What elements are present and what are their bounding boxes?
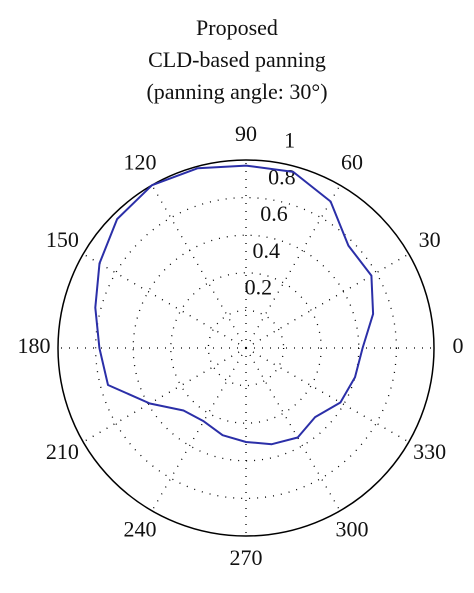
outer-circle (57, 159, 435, 537)
grid-circle (207, 309, 285, 387)
theta-tick-label: 210 (46, 439, 79, 464)
chart-title: (panning angle: 30°) (146, 79, 327, 104)
grid-spoke (82, 347, 247, 443)
r-tick-label: 0.4 (252, 238, 280, 263)
theta-tick-label: 270 (230, 545, 263, 570)
grid-spoke (82, 253, 247, 349)
theta-tick-label: 30 (419, 227, 441, 252)
grid-spoke (151, 184, 247, 349)
theta-tick-label: 60 (341, 149, 363, 174)
grid-circle (170, 272, 322, 424)
theta-tick-label: 240 (124, 517, 157, 542)
r-tick-label: 1 (284, 128, 295, 153)
theta-tick-label: 120 (124, 149, 157, 174)
r-tick-label: 0.2 (245, 275, 273, 300)
chart-title: Proposed (196, 15, 278, 40)
grid-spoke (245, 253, 410, 349)
grid-spoke (151, 347, 247, 512)
grid-spoke (245, 347, 341, 512)
theta-tick-label: 180 (18, 333, 51, 358)
theta-tick-label: 0 (453, 333, 464, 358)
theta-tick-label: 330 (413, 439, 446, 464)
theta-tick-label: 90 (235, 121, 257, 146)
grid-circle (94, 196, 398, 500)
r-tick-label: 0.6 (260, 201, 288, 226)
theta-tick-label: 300 (336, 517, 369, 542)
theta-tick-label: 150 (46, 227, 79, 252)
grid-spoke (245, 347, 410, 443)
chart-title: CLD-based panning (148, 47, 326, 72)
data-line (94, 164, 375, 446)
